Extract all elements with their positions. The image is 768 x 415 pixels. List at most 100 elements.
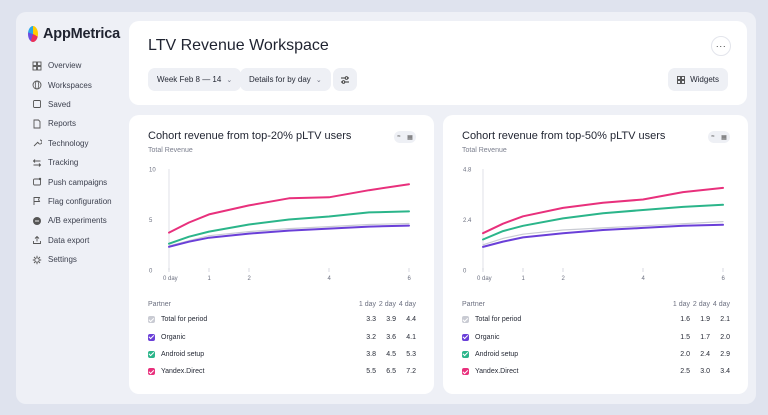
y-tick-label: 5	[149, 218, 153, 224]
sidebar-item-label: A/B experiments	[48, 216, 107, 226]
header-card: LTV Revenue Workspace ··· Week Feb 8 — 1…	[129, 21, 747, 105]
value-cell: 1.9	[700, 316, 710, 324]
details-filter-dropdown[interactable]: Details for by day ⌄	[240, 68, 331, 91]
sidebar-item-saved[interactable]: Saved	[28, 95, 120, 114]
app-logo[interactable]: AppMetrica	[28, 26, 120, 42]
value-cell: 6.5	[386, 368, 396, 376]
line-chart-icon[interactable]: ≈	[397, 134, 401, 140]
series-checkbox[interactable]	[148, 316, 155, 324]
sidebar-item-tracking[interactable]: Tracking	[28, 153, 120, 172]
sidebar-item-data-export[interactable]: Data export	[28, 231, 120, 250]
series-checkbox[interactable]	[462, 350, 469, 358]
app-name: AppMetrica	[43, 26, 120, 42]
column-header-d4: 4 day	[398, 300, 416, 308]
partner-name: Android setup	[161, 350, 205, 358]
series-line-direct[interactable]	[168, 183, 410, 234]
value-cell: 1.7	[700, 333, 710, 341]
chart-card-top20: Cohort revenue from top-20% pLTV users T…	[129, 115, 434, 394]
series-checkbox[interactable]	[148, 333, 155, 341]
x-tick-label: 2	[562, 276, 566, 282]
x-tick-label: 2	[248, 276, 252, 282]
globe-icon	[32, 80, 42, 90]
chart-subtitle: Total Revenue	[148, 147, 193, 154]
y-tick-label: 4.8	[463, 168, 472, 174]
sidebar-item-overview[interactable]: Overview	[28, 56, 120, 75]
sidebar-item-label: Saved	[48, 99, 71, 109]
sidebar-item-settings[interactable]: Settings	[28, 250, 120, 269]
sidebar-item-flag-configuration[interactable]: Flag configuration	[28, 192, 120, 211]
more-options-button[interactable]: ···	[711, 36, 731, 56]
gear-icon	[32, 255, 42, 265]
y-tick-label: 0	[463, 269, 467, 275]
partner-table: Partner 1 day 2 day 4 day Total for period 3.…	[148, 297, 416, 381]
sidebar-item-reports[interactable]: Reports	[28, 114, 120, 133]
series-line-android[interactable]	[168, 210, 410, 245]
series-line-android[interactable]	[482, 203, 724, 241]
line-chart-icon[interactable]: ≈	[711, 134, 715, 140]
sidebar-item-technology[interactable]: Technology	[28, 134, 120, 153]
sidebar: AppMetrica Overview Workspaces Saved Report…	[28, 26, 120, 269]
line-chart: 0 2.4 4.8 0 day 1 2 4 6	[463, 168, 726, 283]
value-cell: 2.0	[720, 333, 730, 341]
wrench-icon	[32, 138, 42, 148]
y-tick-label: 2.4	[463, 218, 472, 224]
sidebar-item-a-b-experiments[interactable]: A/B experiments	[28, 211, 120, 230]
partner-name: Yandex.Direct	[161, 368, 205, 376]
value-cell: 4.4	[406, 316, 416, 324]
details-filter-label: Details for by day	[249, 75, 311, 84]
grid-icon	[32, 61, 42, 71]
sidebar-item-workspaces[interactable]: Workspaces	[28, 75, 120, 94]
x-tick-label: 4	[642, 276, 646, 282]
series-line-total[interactable]	[168, 222, 410, 247]
value-cell: 2.1	[720, 316, 730, 324]
column-header-d2: 2 day	[692, 300, 710, 308]
column-header-d1: 1 day	[358, 300, 376, 308]
tracking-icon	[32, 158, 42, 168]
sidebar-item-label: Tracking	[48, 158, 79, 168]
value-cell: 5.3	[406, 350, 416, 358]
week-filter-dropdown[interactable]: Week Feb 8 — 14 ⌄	[148, 68, 242, 91]
sidebar-item-label: Technology	[48, 138, 89, 148]
series-checkbox[interactable]	[462, 333, 469, 341]
sidebar-item-label: Workspaces	[48, 80, 92, 90]
chevron-down-icon: ⌄	[315, 76, 322, 84]
bar-chart-icon[interactable]: ▦	[721, 134, 727, 141]
widgets-button[interactable]: Widgets	[668, 68, 728, 91]
x-tick-label: 1	[208, 276, 212, 282]
x-tick-label: 4	[328, 276, 332, 282]
chart-view-toggle[interactable]: ≈ ▦	[708, 131, 730, 143]
value-cell: 1.5	[680, 333, 690, 341]
value-cell: 5.5	[366, 368, 376, 376]
series-line-direct[interactable]	[482, 186, 724, 235]
sidebar-item-push-campaigns[interactable]: Push campaigns	[28, 172, 120, 191]
series-checkbox[interactable]	[462, 316, 469, 324]
x-tick-label: 0 day	[163, 276, 178, 282]
page-title: LTV Revenue Workspace	[148, 37, 329, 54]
chevron-down-icon: ⌄	[226, 76, 233, 84]
x-tick-label: 6	[722, 276, 726, 282]
series-line-organic[interactable]	[168, 224, 410, 248]
partner-table: Partner 1 day 2 day 4 day Total for period 1.…	[462, 297, 730, 381]
series-line-organic[interactable]	[482, 223, 724, 248]
flag-icon	[32, 196, 42, 206]
value-cell: 2.9	[720, 350, 730, 358]
table-row: Total for period 1.6 1.9 2.1	[462, 311, 730, 328]
chart-card-top50: Cohort revenue from top-50% pLTV users T…	[443, 115, 748, 394]
series-checkbox[interactable]	[148, 350, 155, 358]
widgets-icon	[677, 75, 685, 84]
chart-view-toggle[interactable]: ≈ ▦	[394, 131, 416, 143]
filter-settings-button[interactable]	[333, 68, 357, 91]
table-row: Organic 3.2 3.6 4.1	[148, 328, 416, 345]
table-row: Yandex.Direct 5.5 6.5 7.2	[148, 363, 416, 380]
partner-name: Yandex.Direct	[475, 368, 519, 376]
partner-name: Android setup	[475, 350, 519, 358]
sliders-icon	[341, 75, 349, 84]
series-checkbox[interactable]	[148, 368, 155, 376]
x-tick-label: 1	[522, 276, 526, 282]
bar-chart-icon[interactable]: ▦	[407, 134, 413, 141]
series-checkbox[interactable]	[462, 368, 469, 376]
sidebar-item-label: Settings	[48, 255, 77, 265]
series-line-total[interactable]	[482, 220, 724, 246]
partner-name: Organic	[475, 333, 500, 341]
partner-name: Total for period	[475, 316, 522, 324]
